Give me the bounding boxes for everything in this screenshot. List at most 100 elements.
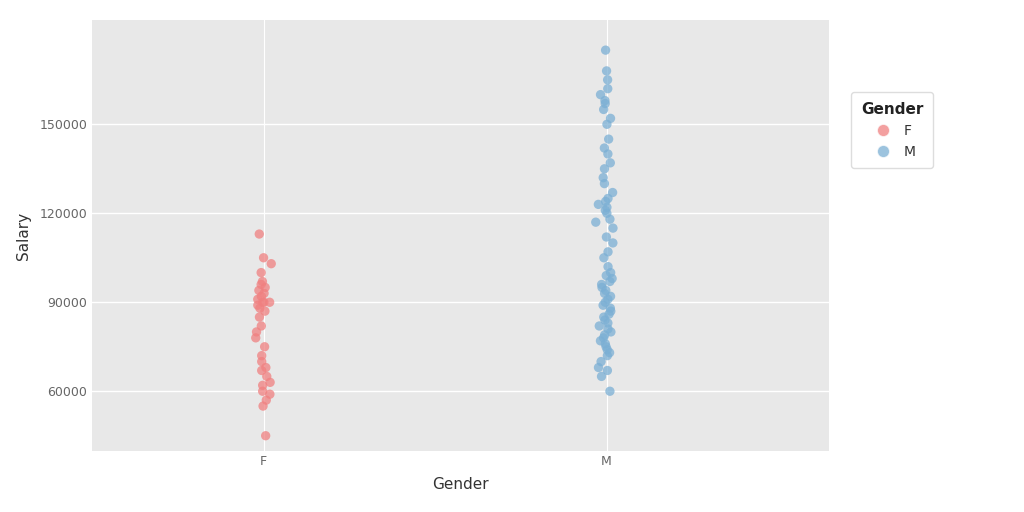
Point	[262, 378, 279, 387]
Point	[602, 307, 618, 315]
Point	[599, 120, 615, 129]
Point	[258, 396, 274, 404]
Point	[256, 289, 272, 297]
Point	[263, 260, 280, 268]
Point	[598, 343, 614, 351]
Point	[596, 144, 612, 152]
Point	[253, 322, 269, 330]
Point	[600, 150, 616, 158]
Point	[251, 286, 267, 294]
Point	[251, 230, 267, 238]
Point	[600, 319, 616, 327]
Point	[597, 339, 613, 348]
Point	[602, 159, 618, 167]
Point	[257, 283, 273, 291]
Point	[602, 387, 618, 395]
Point	[595, 174, 611, 182]
Point	[596, 165, 612, 173]
Point	[599, 209, 615, 218]
Point	[250, 295, 266, 304]
Point	[596, 253, 612, 262]
Point	[596, 331, 612, 339]
Point	[597, 197, 613, 205]
Point	[261, 298, 278, 306]
Point	[590, 364, 606, 372]
Point	[258, 364, 274, 372]
Point	[605, 224, 622, 232]
Point	[256, 298, 272, 306]
Point	[593, 357, 609, 366]
Point	[600, 263, 616, 271]
Point	[597, 316, 613, 324]
Point	[596, 180, 612, 188]
Point	[593, 372, 609, 380]
Point	[598, 67, 614, 75]
Point	[602, 304, 618, 312]
Point	[597, 99, 613, 108]
X-axis label: Gender: Gender	[432, 477, 489, 492]
Point	[605, 239, 622, 247]
Point	[602, 278, 618, 286]
Point	[604, 274, 621, 283]
Point	[254, 357, 270, 366]
Point	[596, 105, 612, 114]
Point	[599, 352, 615, 360]
Point	[600, 84, 616, 93]
Point	[602, 268, 618, 276]
Point	[254, 352, 270, 360]
Point	[255, 253, 271, 262]
Point	[596, 313, 612, 321]
Point	[600, 135, 616, 143]
Point	[599, 367, 615, 375]
Point	[599, 203, 615, 211]
Point	[602, 215, 618, 223]
Point	[259, 372, 275, 380]
Point	[599, 76, 615, 84]
Point	[604, 188, 621, 197]
Point	[598, 271, 614, 280]
Point	[257, 307, 273, 315]
Point	[598, 233, 614, 241]
Point	[598, 286, 614, 294]
Point	[253, 268, 269, 276]
Point	[597, 46, 613, 54]
Y-axis label: Salary: Salary	[16, 211, 31, 260]
Point	[255, 387, 271, 395]
Point	[255, 402, 271, 410]
Point	[597, 96, 613, 104]
Point	[602, 114, 618, 122]
Point	[600, 295, 616, 304]
Point	[592, 91, 608, 99]
Point	[600, 325, 616, 333]
Point	[594, 281, 610, 289]
Point	[601, 310, 617, 318]
Legend: F, M: F, M	[851, 92, 933, 168]
Point	[600, 195, 616, 203]
Point	[250, 301, 266, 309]
Point	[252, 304, 268, 312]
Point	[597, 206, 613, 215]
Point	[599, 346, 615, 354]
Point	[600, 248, 616, 256]
Point	[256, 343, 272, 351]
Point	[255, 298, 271, 306]
Point	[591, 322, 607, 330]
Point	[254, 367, 270, 375]
Point	[595, 301, 611, 309]
Point	[254, 278, 270, 286]
Point	[253, 281, 269, 289]
Point	[590, 200, 606, 208]
Point	[592, 337, 608, 345]
Point	[588, 218, 604, 226]
Point	[262, 390, 279, 398]
Point	[597, 298, 613, 306]
Point	[601, 349, 617, 357]
Point	[255, 381, 271, 390]
Point	[248, 334, 264, 342]
Point	[596, 289, 612, 297]
Point	[595, 334, 611, 342]
Point	[249, 328, 265, 336]
Point	[251, 313, 267, 321]
Point	[602, 292, 618, 301]
Point	[253, 292, 269, 301]
